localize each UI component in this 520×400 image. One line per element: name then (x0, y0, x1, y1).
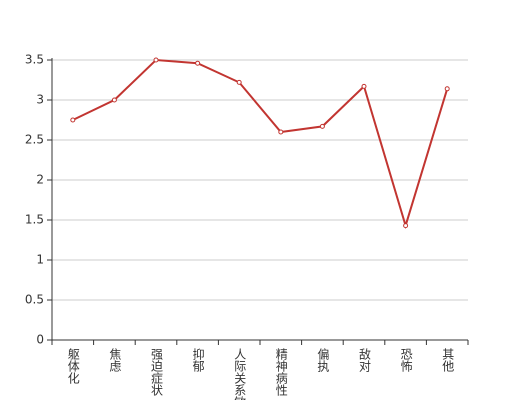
point (444, 86, 450, 92)
x-tick-label: 精神病性 (274, 348, 288, 397)
x-tick-label: 偏执 (316, 347, 330, 373)
x-tick-label: 抑郁 (191, 347, 205, 373)
point (153, 57, 159, 63)
y-tick-label: 1 (36, 253, 44, 267)
point (236, 79, 242, 85)
y-tick-label: 3 (36, 93, 44, 107)
x-tick-label: 其他 (441, 348, 455, 372)
x-tick-label: 强迫症状 (150, 348, 164, 396)
x-tick-label: 恐怖 (399, 348, 413, 372)
x-tick-label: 敌对 (358, 347, 372, 372)
point (278, 129, 284, 135)
y-tick-label: 2.5 (25, 133, 44, 147)
point (195, 60, 201, 66)
x-tick-label: 躯体化 (66, 347, 80, 385)
point (361, 83, 367, 89)
y-tick-label: 1.5 (25, 213, 44, 227)
y-tick-label: 3.5 (25, 53, 44, 67)
point (111, 97, 117, 103)
point (403, 223, 409, 229)
y-tick-label: 0.5 (25, 293, 44, 307)
x-tick-label: 人际关系敏感 (233, 348, 247, 400)
point (70, 117, 76, 123)
y-tick-label: 0 (36, 333, 44, 347)
point (319, 123, 325, 129)
line (72, 58, 449, 230)
y-tick-label: 2 (36, 173, 44, 187)
x-tick-label: 焦虑 (108, 348, 122, 372)
